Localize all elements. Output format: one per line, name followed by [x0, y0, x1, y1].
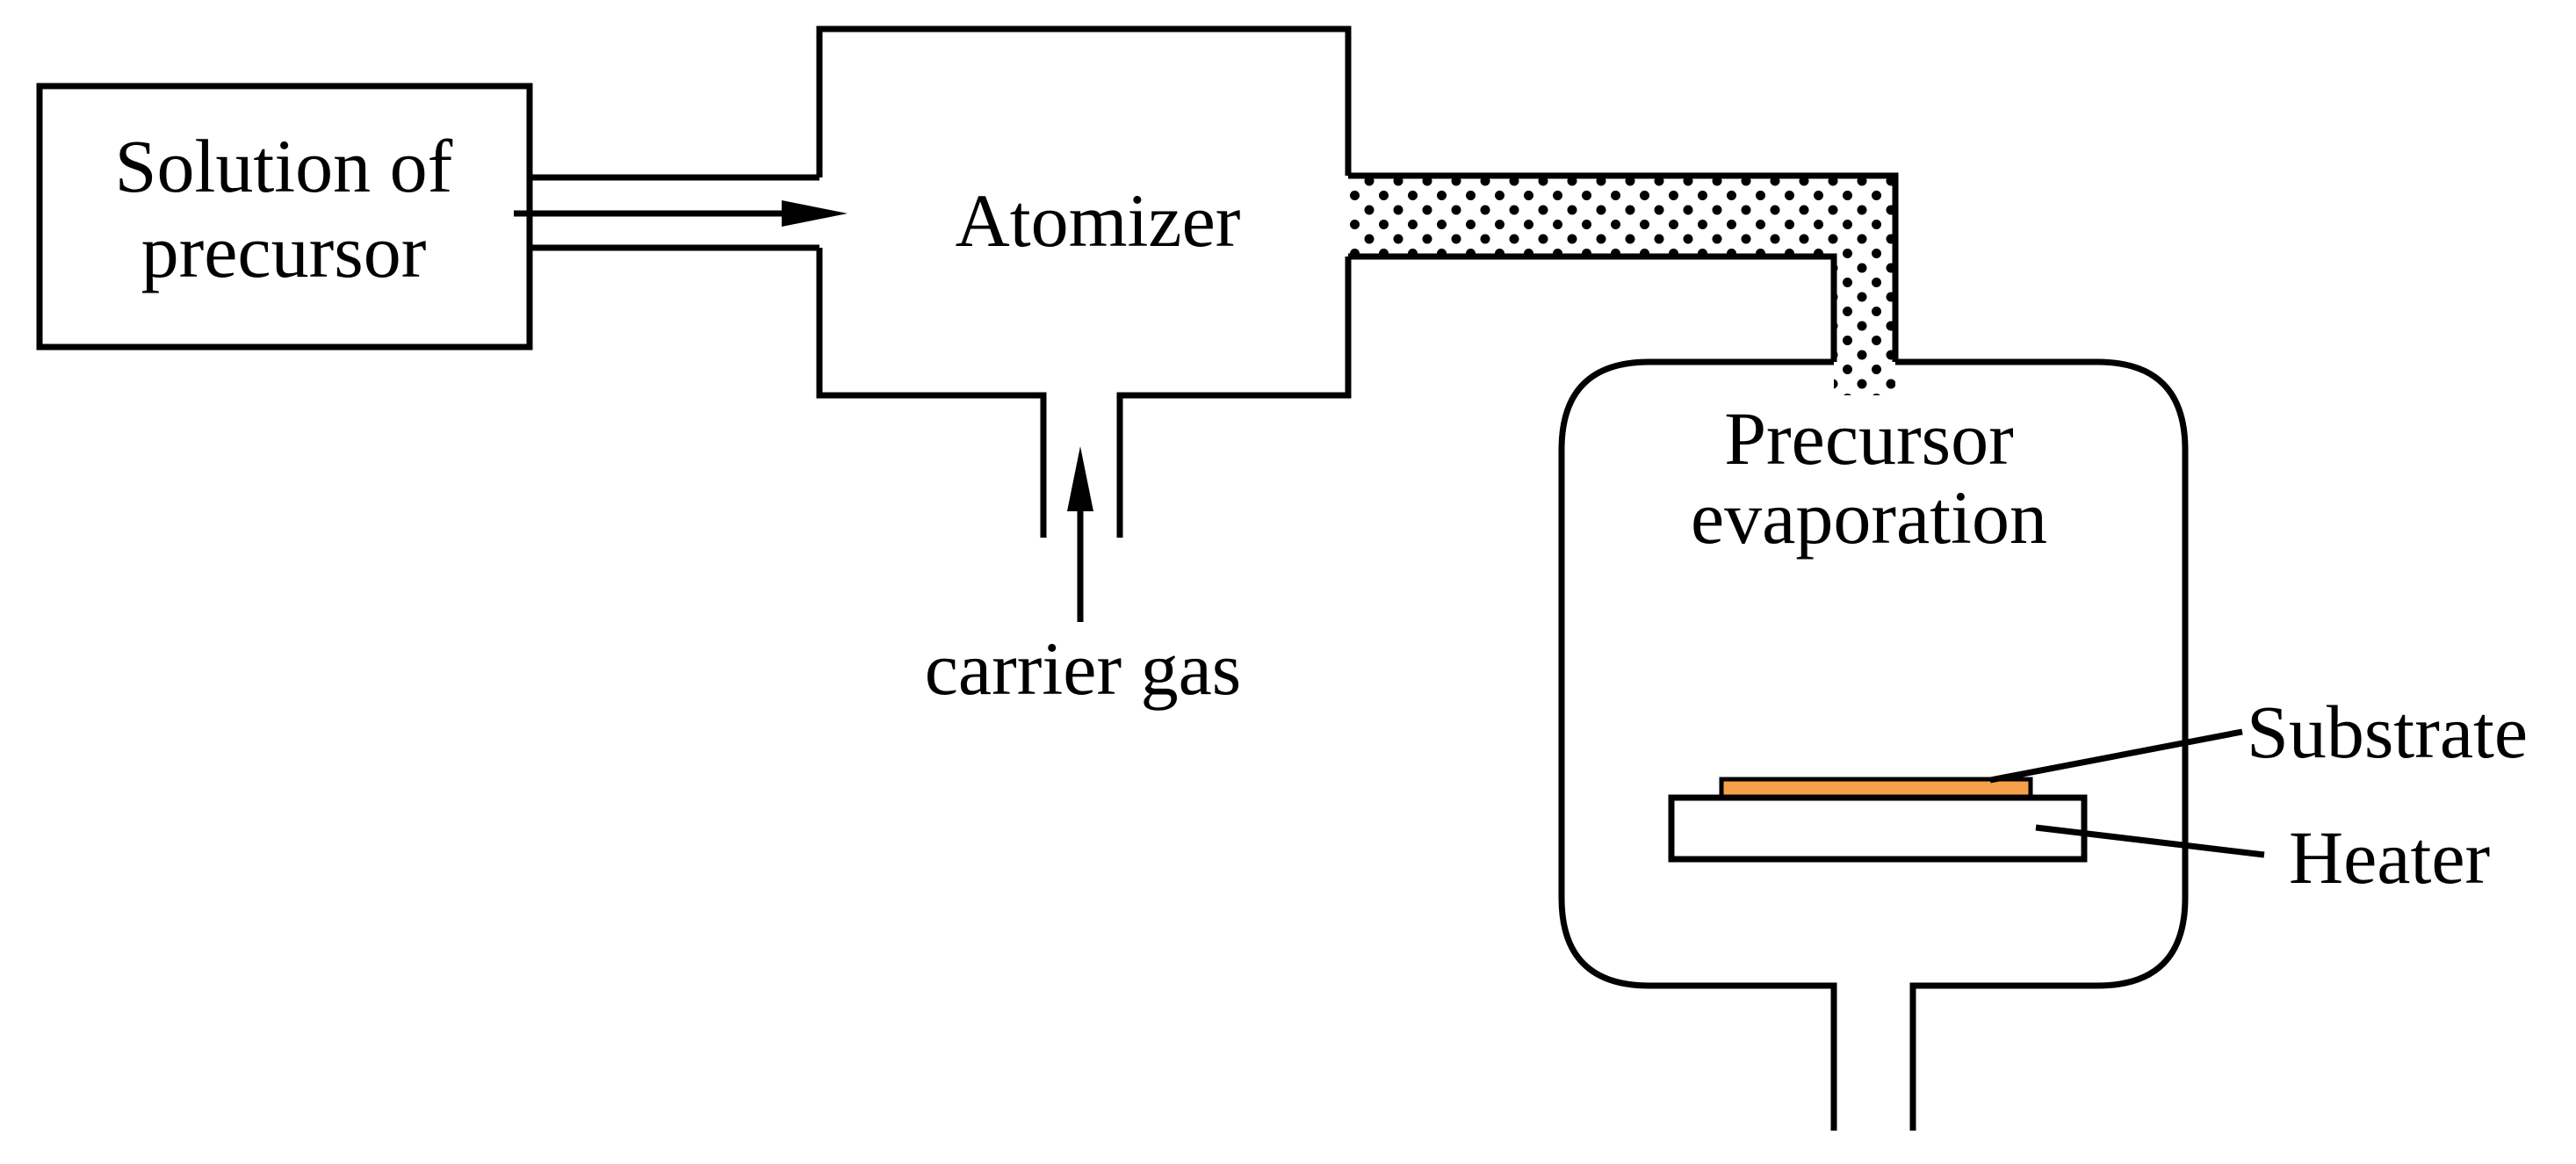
- evaporation-label-line1: Precursor: [1724, 396, 2014, 481]
- atomizer-box: [816, 25, 1352, 538]
- heater-leader-line: [2035, 824, 2265, 858]
- solution-flow-arrow: [514, 200, 848, 227]
- heater: [1668, 794, 2088, 863]
- substrate: [1719, 777, 2033, 799]
- solution-label-line1: Solution of: [115, 124, 453, 208]
- substrate-leader-line: [1989, 728, 2243, 784]
- heater-label: Heater: [2289, 815, 2490, 900]
- reaction-chamber: [1558, 358, 2189, 1131]
- precursor-pipe: [1348, 176, 1895, 395]
- solution-label-line2: precursor: [141, 209, 427, 293]
- carrier-gas-label: carrier gas: [925, 626, 1241, 711]
- precursor-pipe-walls: [1348, 172, 1899, 362]
- carrier-gas-arrow: [1067, 446, 1093, 622]
- solution-box: [36, 83, 819, 351]
- evaporation-label-line2: evaporation: [1691, 475, 2047, 560]
- substrate-label: Substrate: [2247, 690, 2528, 774]
- atomizer-label: Atomizer: [956, 178, 1241, 263]
